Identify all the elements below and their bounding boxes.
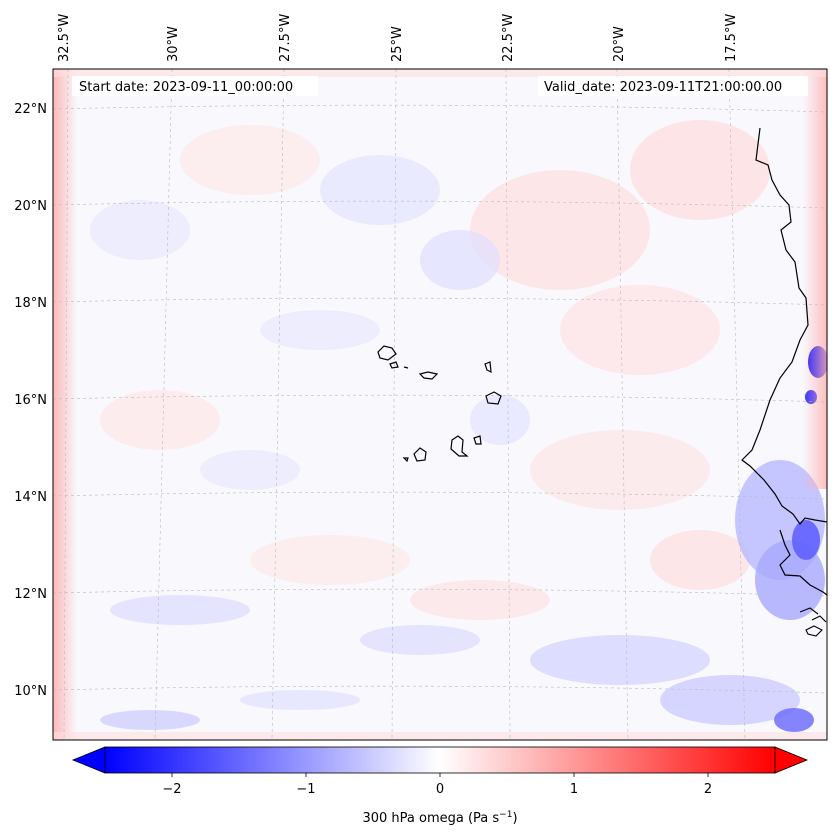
colorbar-gradient xyxy=(104,746,776,774)
lat-label: 10°N xyxy=(14,684,47,699)
lat-label: 22°N xyxy=(14,102,47,117)
start-date-label: Start date: 2023-09-11_00:00:00 xyxy=(79,80,293,95)
lon-label: 32.5°W xyxy=(57,14,72,62)
gambia-coastline xyxy=(779,529,827,596)
colorbar-tick-label: 2 xyxy=(704,782,712,797)
colorbar-extend-low xyxy=(71,746,106,774)
lon-label: 20°W xyxy=(612,26,627,62)
map-panel: Start date: 2023-09-11_00:00:00 Valid_da… xyxy=(53,69,827,740)
colorbar-tick-label: −1 xyxy=(296,782,315,797)
gridlines xyxy=(53,69,827,740)
valid-date-label: Valid_date: 2023-09-11T21:00:00.00 xyxy=(544,80,782,95)
lon-label: 22.5°W xyxy=(501,14,516,62)
latitude-labels: 22°N 20°N 18°N 16°N 14°N 12°N 10°N xyxy=(14,102,47,699)
omega-field xyxy=(53,69,827,740)
colorbar: −2 −1 0 1 2 300 hPa omega (Pa s−1) xyxy=(71,746,809,826)
lon-label: 17.5°W xyxy=(724,14,739,62)
lat-label: 14°N xyxy=(14,490,47,505)
africa-coastline xyxy=(741,127,827,525)
longitude-labels: 32.5°W 30°W 27.5°W 25°W 22.5°W 20°W 17.5… xyxy=(57,14,739,62)
map-frame xyxy=(52,68,828,741)
lon-label: 30°W xyxy=(166,26,181,62)
colorbar-tick-label: −2 xyxy=(162,782,181,797)
valid-date-box xyxy=(538,76,808,96)
colorbar-tick-label: 0 xyxy=(436,782,444,797)
colorbar-label: 300 hPa omega (Pa s−1) xyxy=(362,810,517,826)
lon-label: 25°W xyxy=(390,26,405,62)
lat-label: 12°N xyxy=(14,587,47,602)
guinea-bissau-islands xyxy=(799,607,827,637)
lat-label: 20°N xyxy=(14,199,47,214)
lat-label: 18°N xyxy=(14,296,47,311)
start-date-box xyxy=(72,76,318,96)
colorbar-extend-high xyxy=(774,746,809,774)
cape-verde-islands xyxy=(377,345,502,463)
lon-label: 27.5°W xyxy=(278,14,293,62)
colorbar-tick-label: 1 xyxy=(570,782,578,797)
lat-label: 16°N xyxy=(14,393,47,408)
